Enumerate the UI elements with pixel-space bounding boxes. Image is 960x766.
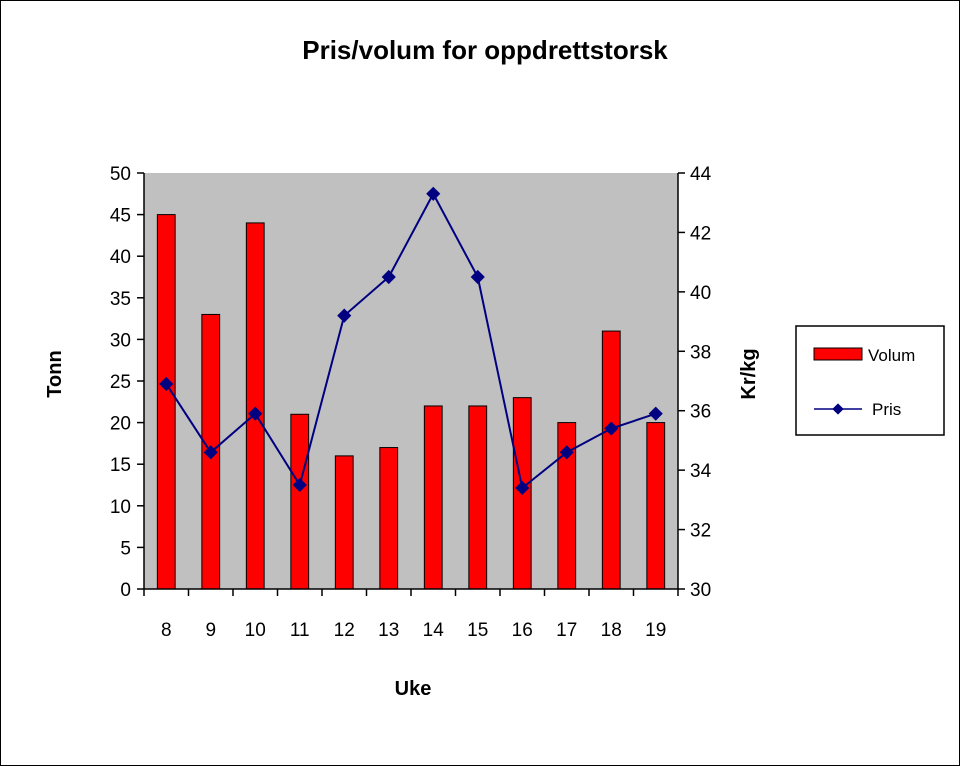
bar-volum-12 [334,455,354,590]
point-pris-10 [248,406,263,421]
point-pris-8 [159,376,174,392]
line-pris [165,191,657,490]
point-pris-15 [470,269,485,285]
chart-title: Pris/volum for oppdrettstorsk [302,35,668,65]
point-pris-14 [426,186,441,201]
y2-axis-label: Kr/kg [738,348,760,399]
point-pris-12 [337,308,352,323]
x-tick-label-15: 15 [467,620,488,641]
point-pris-13 [381,269,396,285]
bar-volum-8 [156,214,176,590]
y2-tick-label-38: 38 [690,342,711,363]
legend-swatch-volum [813,347,863,361]
point-pris-17 [559,445,574,460]
x-tick-label-8: 8 [161,620,172,641]
bar-volum-19 [646,422,666,590]
point-pris-18 [604,421,619,436]
y2-tick-label-40: 40 [690,283,711,304]
x-tick-label-9: 9 [205,620,216,641]
y-tick-label-5: 5 [120,538,131,559]
legend-marker-pris [832,403,844,415]
x-tick-label-10: 10 [245,620,266,641]
y2-tick-label-34: 34 [690,461,712,482]
y-tick-label-30: 30 [110,330,131,351]
legend-label-volum: Volum [868,346,915,365]
bar-volum-10 [245,222,265,590]
x-tick-label-11: 11 [290,620,310,641]
legend-box [795,325,945,436]
bar-volum-14 [423,405,443,590]
y2-tick-label-30: 30 [690,580,711,601]
y-tick-label-45: 45 [110,206,131,227]
bar-volum-13 [379,447,399,590]
legend-label-pris: Pris [872,400,901,419]
y-tick-label-15: 15 [110,455,131,476]
y2-tick-label-42: 42 [690,223,711,244]
plot-area [144,173,678,589]
legend: Volum Pris [795,325,945,436]
y-tick-label-50: 50 [110,164,131,185]
x-tick-label-19: 19 [645,620,666,641]
x-tick-label-14: 14 [423,620,445,641]
point-pris-9 [203,445,218,460]
y-tick-label-0: 0 [120,580,131,601]
point-pris-16 [515,480,530,496]
point-pris-19 [648,406,663,421]
bar-volum-18 [601,330,621,590]
bar-volum-11 [290,413,310,590]
x-tick-label-18: 18 [601,620,622,641]
y-axis-label: Tonn [44,350,66,397]
y-tick-label-40: 40 [110,247,131,268]
x-tick-label-17: 17 [556,620,577,641]
x-tick-label-16: 16 [512,620,533,641]
y2-tick-label-44: 44 [690,164,712,185]
y-tick-label-35: 35 [110,289,131,310]
x-tick-label-12: 12 [334,620,355,641]
y2-tick-label-32: 32 [690,521,711,542]
x-tick-label-13: 13 [378,620,399,641]
x-axis-label: Uke [395,678,432,700]
bar-volum-15 [468,405,488,590]
y-tick-label-20: 20 [110,414,131,435]
y-tick-label-25: 25 [110,372,131,393]
point-pris-11 [292,477,307,493]
y-tick-label-10: 10 [110,497,131,518]
y2-tick-label-36: 36 [690,402,711,423]
